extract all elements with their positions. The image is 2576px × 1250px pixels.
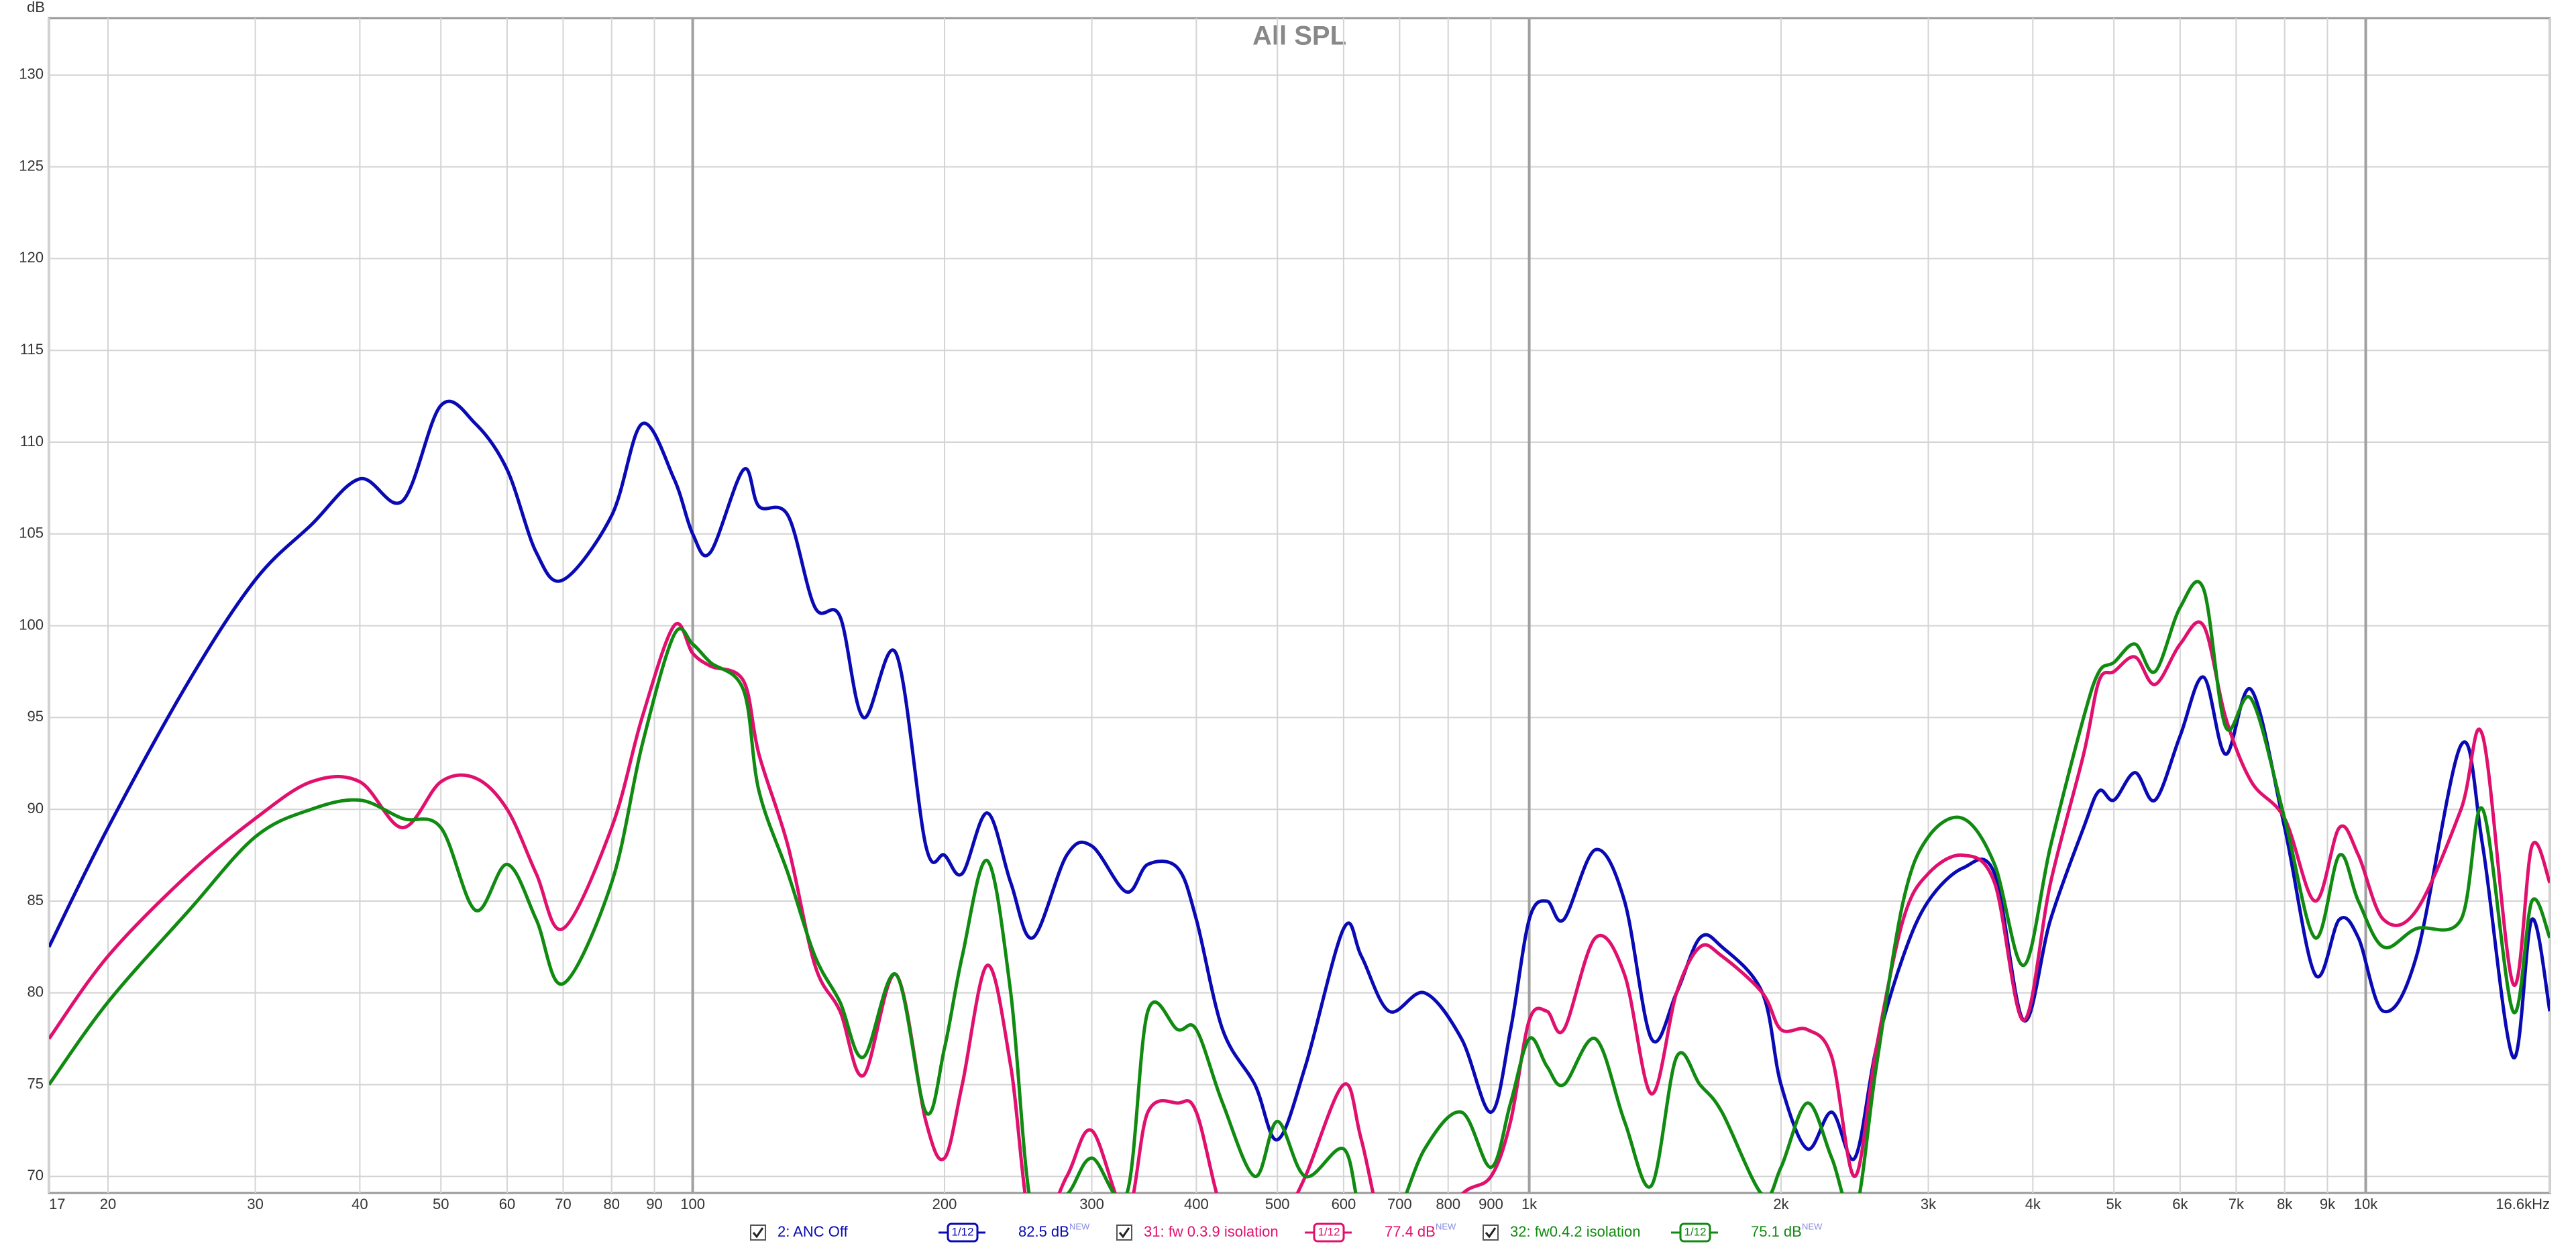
x-tick-label: 70 [555, 1196, 571, 1212]
new-badge: NEW [1802, 1221, 1823, 1231]
level-label: 77.4 dB [1385, 1223, 1436, 1240]
y-tick-label: 85 [28, 892, 44, 908]
series-line [49, 580, 2550, 1193]
x-tick-label: 300 [1079, 1196, 1104, 1212]
x-tick-label: 7k [2229, 1196, 2245, 1212]
x-tick-label: 6k [2172, 1196, 2188, 1212]
x-tick-label: 100 [680, 1196, 705, 1212]
x-tick-label: 500 [1265, 1196, 1290, 1212]
x-tick-label: 40 [352, 1196, 368, 1212]
x-tick-label: 90 [646, 1196, 662, 1212]
series-line [49, 399, 2550, 1161]
x-tick-label: 10k [2354, 1196, 2378, 1212]
y-tick-label: 100 [19, 616, 44, 633]
y-tick-label: 115 [20, 341, 44, 358]
x-tick-label: 3k [1921, 1196, 1937, 1212]
new-badge: NEW [1069, 1221, 1090, 1231]
smoothing-label: 1/12 [951, 1225, 973, 1238]
x-tick-label: 16.6kHz [2496, 1196, 2550, 1212]
level-label: 82.5 dB [1018, 1223, 1069, 1240]
legend-checkbox[interactable] [1116, 1225, 1132, 1241]
x-tick-label: 30 [247, 1196, 263, 1212]
x-tick-label: 60 [499, 1196, 515, 1212]
checkbox-check [752, 1227, 764, 1239]
legend-checkbox[interactable] [750, 1225, 766, 1241]
x-tick-label: 900 [1479, 1196, 1503, 1212]
y-tick-label: 120 [19, 249, 44, 266]
y-tick-label: 70 [28, 1167, 44, 1184]
smoothing-label: 1/12 [1318, 1225, 1340, 1238]
x-tick-label: 200 [932, 1196, 957, 1212]
x-tick-label: 20 [100, 1196, 116, 1212]
legend-label: 31: fw 0.3.9 isolation [1144, 1223, 1279, 1240]
y-tick-label: 105 [19, 525, 44, 541]
legend-item[interactable]: 31: fw 0.3.9 isolation 1/12 77.4 dB NEW [1116, 1221, 1456, 1243]
x-tick-label: 5k [2106, 1196, 2123, 1212]
x-tick-label: 700 [1387, 1196, 1412, 1212]
legend-label: 32: fw0.4.2 isolation [1510, 1223, 1640, 1240]
x-tick-label: 4k [2025, 1196, 2041, 1212]
x-tick-label: 17 [49, 1196, 65, 1212]
y-tick-label: 80 [28, 984, 44, 1000]
y-tick-label: 125 [19, 157, 44, 174]
legend-label: 2: ANC Off [777, 1223, 849, 1240]
chart-title: All SPL [1252, 21, 1346, 51]
legend-checkbox[interactable] [1483, 1225, 1499, 1241]
legend-item[interactable]: 32: fw0.4.2 isolation 1/12 75.1 dB NEW [1483, 1221, 1823, 1243]
legend-item[interactable]: 2: ANC Off 1/12 82.5 dB NEW [750, 1221, 1090, 1243]
y-tick-label: 90 [28, 800, 44, 817]
x-tick-label: 8k [2277, 1196, 2293, 1212]
plot-area [48, 17, 2551, 1194]
smoothing-box[interactable] [1313, 1222, 1345, 1243]
smoothing-box[interactable] [1679, 1222, 1711, 1243]
x-tick-label: 2k [1773, 1196, 1789, 1212]
x-tick-label: 600 [1332, 1196, 1356, 1212]
smoothing-label: 1/12 [1684, 1225, 1706, 1238]
y-tick-label: 130 [19, 66, 44, 83]
new-badge: NEW [1436, 1221, 1456, 1231]
x-tick-label: 80 [604, 1196, 620, 1212]
y-tick-label: 110 [20, 433, 44, 450]
y-tick-label: 95 [28, 708, 44, 725]
x-tick-label: 800 [1436, 1196, 1460, 1212]
plot-lines [49, 399, 2550, 1193]
y-axis-label: dB [27, 0, 45, 15]
level-label: 75.1 dB [1751, 1223, 1802, 1240]
checkbox-check [1485, 1227, 1497, 1239]
x-tick-label: 400 [1184, 1196, 1209, 1212]
x-tick-label: 50 [433, 1196, 449, 1212]
checkbox-check [1118, 1227, 1130, 1239]
y-tick-label: 75 [28, 1075, 44, 1092]
x-tick-label: 9k [2320, 1196, 2336, 1212]
smoothing-box[interactable] [947, 1222, 979, 1243]
x-tick-label: 1k [1521, 1196, 1538, 1212]
